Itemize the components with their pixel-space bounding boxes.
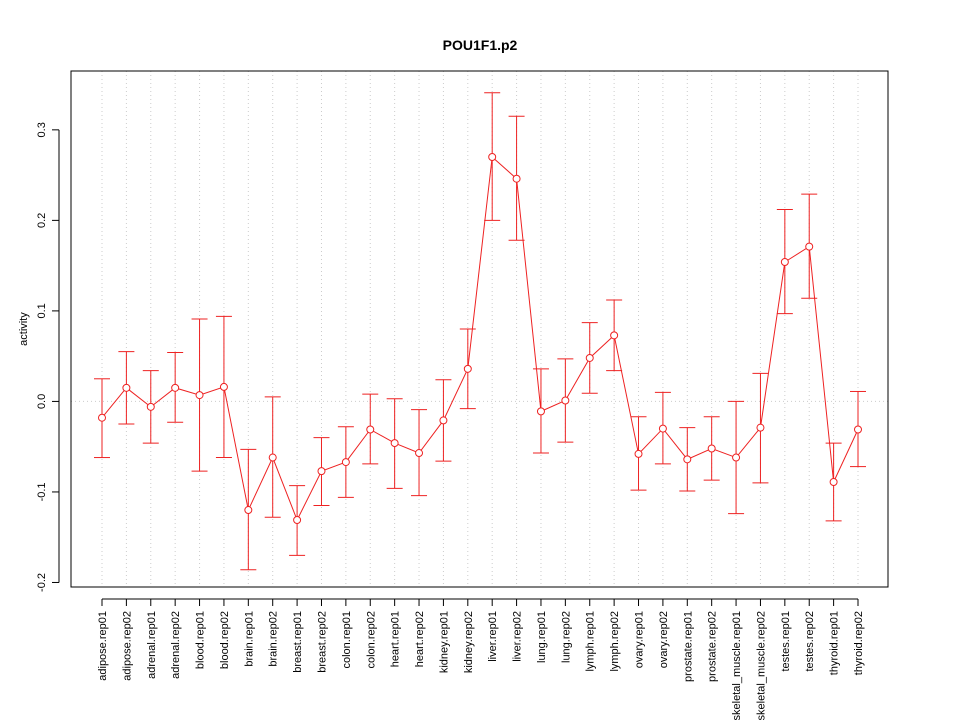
x-tick-label: ovary.rep02 (658, 611, 670, 668)
data-point (244, 506, 253, 515)
x-tick-label: breast.rep01 (292, 611, 304, 673)
data-point (829, 477, 838, 486)
y-tick-label: 0.1 (36, 303, 48, 318)
x-tick-label: kidney.rep01 (438, 611, 450, 673)
x-tick-label: liver.rep01 (487, 611, 499, 662)
y-tick-label: 0.0 (36, 394, 48, 409)
data-point (683, 455, 692, 464)
data-points (98, 153, 862, 525)
x-tick-label: prostate.rep02 (707, 611, 719, 682)
data-point (366, 425, 375, 434)
series-polyline (101, 155, 859, 522)
data-point (512, 174, 521, 183)
plot-frame (70, 70, 889, 588)
data-point (634, 449, 643, 458)
data-point (854, 425, 862, 434)
x-tick-label: ovary.rep01 (634, 611, 646, 668)
x-tick-label: lymph.rep01 (585, 611, 597, 672)
x-tick-label: adrenal.rep02 (170, 611, 182, 679)
data-point (756, 423, 765, 432)
data-point (122, 383, 131, 392)
x-tick-label: lung.rep02 (560, 611, 572, 663)
data-point (195, 391, 204, 400)
x-tick-label: adipose.rep02 (121, 611, 133, 681)
x-tick-label: brain.rep02 (268, 611, 280, 667)
data-point (610, 331, 619, 340)
x-tick-label: lung.rep01 (536, 611, 548, 663)
data-point (268, 453, 277, 462)
y-tick-label: 0.2 (36, 213, 48, 228)
x-tick-label: adrenal.rep01 (146, 611, 158, 679)
x-tick-label: blood.rep02 (219, 611, 231, 669)
data-point (439, 416, 448, 425)
x-tick-label: testes.rep02 (804, 611, 816, 672)
data-point (98, 413, 106, 422)
x-axis: adipose.rep01 adipose.rep02 adrenal.rep01 a… (97, 598, 865, 720)
chart-title: POU1F1.p2 (443, 37, 518, 53)
data-point (341, 458, 350, 467)
data-point (219, 382, 228, 391)
x-tick-label: brain.rep01 (243, 611, 255, 667)
data-point (390, 439, 399, 448)
y-axis-label: activity (18, 312, 30, 346)
x-tick-label: colon.rep01 (341, 611, 353, 669)
x-tick-label: prostate.rep01 (682, 611, 694, 682)
x-tick-label: testes.rep01 (780, 611, 792, 672)
x-tick-label: heart.rep02 (414, 611, 426, 667)
y-tick-label: -0.1 (36, 482, 48, 501)
x-tick-label: thyroid.rep02 (853, 611, 865, 675)
data-point (658, 424, 667, 433)
x-tick-label: colon.rep02 (365, 611, 377, 669)
x-tick-label: lymph.rep02 (609, 611, 621, 672)
x-tick-label: heart.rep01 (390, 611, 402, 667)
data-point (171, 383, 180, 392)
data-point (707, 444, 716, 453)
x-tick-label: thyroid.rep01 (829, 611, 841, 675)
data-point (536, 407, 545, 416)
data-point (146, 402, 155, 411)
data-point (805, 242, 814, 251)
error-bars (94, 92, 866, 571)
y-tick-label: -0.2 (36, 573, 48, 592)
data-point (561, 396, 570, 405)
grid-layer (71, 71, 888, 587)
series-line (101, 155, 859, 522)
y-tick-label: 0.3 (36, 122, 48, 137)
data-point (463, 364, 472, 373)
data-point (780, 258, 789, 267)
x-tick-label: skeletal_muscle.rep02 (755, 611, 767, 720)
data-point (488, 153, 497, 161)
x-tick-label: breast.rep02 (316, 611, 328, 673)
data-point (415, 449, 424, 458)
data-point (293, 516, 302, 525)
data-point (732, 453, 741, 462)
x-tick-label: liver.rep02 (512, 611, 524, 662)
x-tick-label: adipose.rep01 (97, 611, 109, 681)
data-point (317, 467, 326, 476)
x-tick-label: blood.rep01 (195, 611, 207, 669)
x-tick-label: kidney.rep02 (463, 611, 475, 673)
data-point (585, 353, 594, 362)
y-axis: -0.2 -0.1 0.0 0.1 0.2 0.3 (36, 122, 60, 592)
x-tick-label: skeletal_muscle.rep01 (731, 611, 743, 720)
